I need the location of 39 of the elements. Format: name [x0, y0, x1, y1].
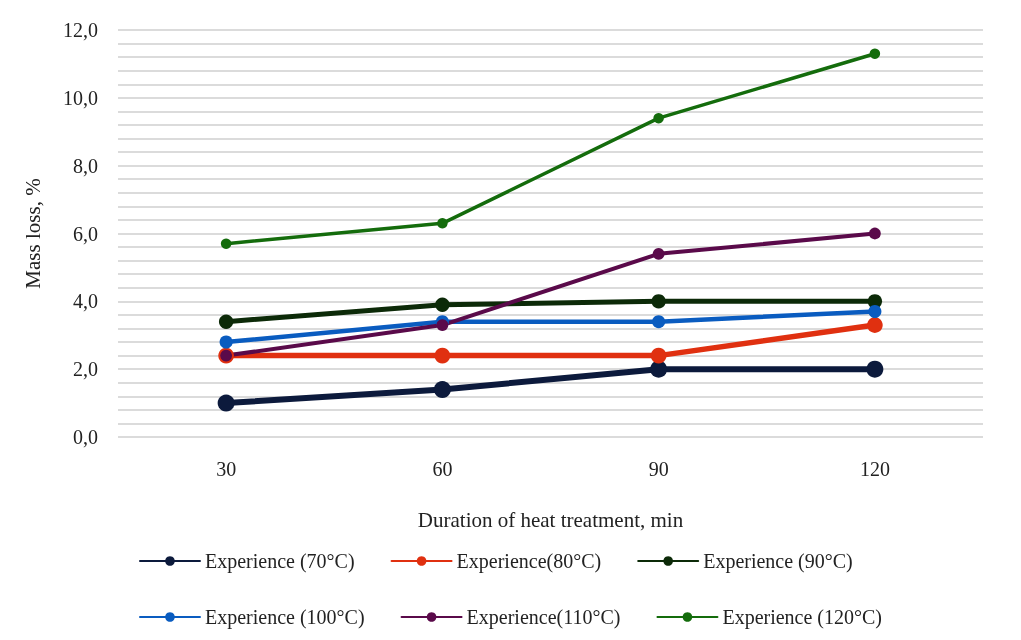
- point: [435, 297, 450, 312]
- point: [650, 347, 667, 364]
- point: [217, 394, 235, 412]
- point: [868, 304, 882, 319]
- x-tick-label: 120: [859, 458, 890, 480]
- x-axis-title: Duration of heat treatment, min: [417, 507, 684, 532]
- y-axis-title: Mass loss, %: [20, 178, 45, 289]
- point: [437, 218, 448, 229]
- y-tick-label: 6,0: [73, 222, 98, 245]
- legend-label: Experience(110°C): [466, 606, 621, 629]
- legend-label: Experience (90°C): [703, 550, 853, 573]
- legend-label: Experience (70°C): [204, 550, 355, 573]
- legend-label: Experience (120°C): [722, 606, 883, 629]
- legend-label: Experience(80°C): [456, 550, 602, 573]
- legend-label: Experience (100°C): [204, 606, 365, 629]
- x-tick-label: 90: [648, 458, 669, 480]
- point: [868, 227, 881, 240]
- y-tick-label: 10,0: [63, 86, 98, 109]
- point: [436, 319, 449, 331]
- point: [218, 314, 234, 329]
- point: [219, 335, 233, 349]
- y-tick-label: 8,0: [73, 154, 98, 177]
- point: [220, 238, 232, 249]
- y-tick-label: 0,0: [73, 426, 98, 448]
- point: [651, 294, 666, 309]
- point: [869, 48, 881, 59]
- y-tick-label: 12,0: [63, 19, 98, 41]
- point: [650, 360, 668, 378]
- point: [433, 381, 451, 399]
- point: [652, 315, 666, 329]
- y-tick-label: 2,0: [73, 358, 98, 381]
- point: [866, 360, 884, 378]
- x-tick-label: 60: [432, 458, 453, 480]
- x-tick-label: 30: [216, 458, 237, 480]
- point: [867, 317, 883, 333]
- point: [652, 247, 665, 260]
- point: [653, 112, 664, 124]
- point: [434, 347, 451, 364]
- y-tick-label: 4,0: [73, 290, 98, 313]
